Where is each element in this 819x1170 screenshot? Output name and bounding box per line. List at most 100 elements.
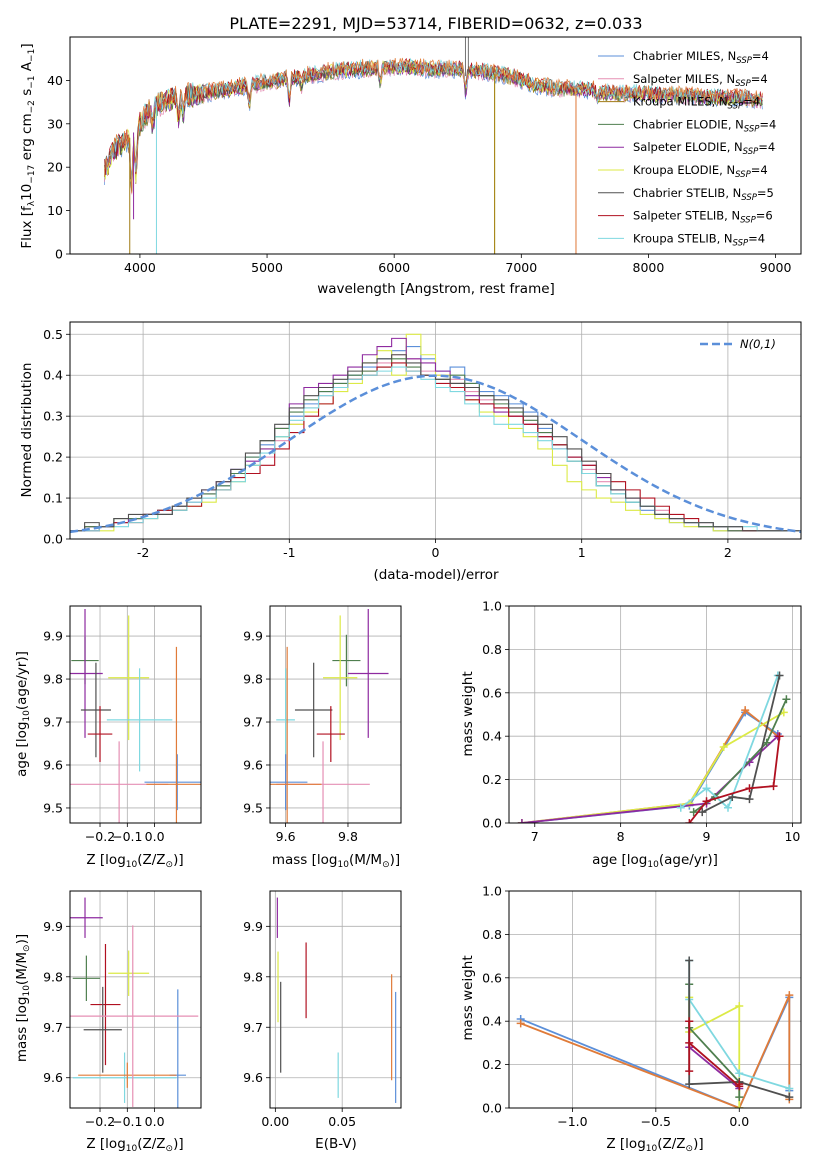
legend-label: Salpeter MILES, NSSP=4 — [633, 72, 768, 89]
y-axis-label-part: ] — [19, 43, 35, 48]
axes-frame — [508, 890, 802, 1109]
plus-marker — [735, 1080, 744, 1089]
mass-weight-line-chabrier-elodie — [693, 698, 788, 813]
plus-marker — [769, 782, 778, 791]
y-tick-label: 0.8 — [482, 642, 502, 657]
legend-label-part: =4 — [748, 231, 765, 245]
x-axis-label: age [log10(age/yr)] — [592, 852, 718, 870]
axes-border — [69, 36, 802, 255]
y-axis-label-part: −2 — [27, 100, 37, 113]
x-axis-label: wavelength [Angstrom, rest frame] — [317, 281, 555, 297]
plus-marker — [676, 803, 685, 812]
legend-label-part: =6 — [756, 209, 773, 223]
mass-weight-line-chabrier-miles — [521, 711, 779, 823]
gaussian-reference-curve — [70, 374, 801, 534]
y-axis-label-part: mass [log — [14, 997, 30, 1063]
x-tick-label: −0.1 — [112, 1114, 142, 1129]
errorbar-orange — [78, 1062, 177, 1088]
x-axis-label-part: 10 — [126, 860, 138, 870]
legend-label-part: Chabrier ELODIE, N — [633, 117, 744, 131]
axes-frame — [69, 890, 202, 1109]
x-axis-label: Z [log10(Z/Z⊙)] — [86, 852, 183, 870]
y-tick-label: 0.4 — [482, 1014, 502, 1029]
x-axis-label-part: 10 — [647, 860, 659, 870]
errorbar-kroupa-elodie — [108, 950, 150, 996]
mass-weight-line-chabrier-stelib — [701, 675, 781, 813]
x-tick-label: 0.05 — [328, 1114, 356, 1129]
legend-label-part: SSP — [736, 56, 752, 66]
spectrum-orange — [103, 57, 763, 194]
x-axis-label-part: (Z/Z — [137, 852, 165, 868]
x-axis-label-part: Z [log — [86, 852, 125, 868]
y-tick-label: 1.0 — [482, 884, 502, 899]
x-axis-label-part: 10 — [337, 860, 349, 870]
y-tick-label: 9.8 — [243, 672, 263, 687]
ticks: −1.0 −0.5 0.0 0.0 0.2 0.4 0.6 0.8 1.0 — [482, 884, 749, 1130]
plus-marker — [785, 1093, 794, 1102]
x-tick-label: 9.8 — [338, 829, 358, 844]
ticks: 9.6 9.8 9.5 9.6 9.7 9.8 9.9 — [243, 629, 358, 844]
y-tick-label: 0.6 — [482, 970, 502, 985]
axes-border — [69, 890, 202, 1109]
mass-weight-line-orange — [520, 994, 791, 1108]
y-tick-label: 9.6 — [243, 757, 263, 772]
errorbar-salpeter-elodie — [70, 609, 103, 738]
y-axis-label: age [log10(age/yr)] — [14, 651, 32, 777]
plus-marker — [782, 695, 791, 704]
y-tick-label: 40 — [47, 73, 63, 88]
legend-label: Salpeter ELODIE, NSSP=4 — [633, 140, 775, 157]
legend-label-part: SSP — [735, 170, 751, 180]
x-axis-label-part: (M/M — [349, 852, 382, 868]
x-axis-label-part: ⊙ — [166, 860, 174, 870]
errorbar-salpeter-stelib — [87, 706, 113, 762]
plus-marker — [735, 1002, 744, 1011]
y-axis-label-part: (age/yr)] — [14, 651, 30, 710]
y-axis-label-part: s — [19, 89, 35, 100]
x-axis-label-part: )] — [173, 1136, 184, 1152]
legend-label-part: =4 — [752, 49, 769, 63]
x-axis-label-part: (Z/Z — [657, 1136, 685, 1152]
legend-label-part: =4 — [751, 163, 768, 177]
x-tick-label: 0 — [432, 545, 440, 560]
age-vs-metallicity-panel: −0.2−0.1 0.09.59.69.79.89.9Z [log10(Z/Z⊙)… — [14, 605, 202, 870]
x-tick-label: 5000 — [251, 260, 283, 275]
y-tick-label: 0.0 — [43, 532, 63, 547]
ticks: 4000 5000 6000 7000 8000 9000 0 10 20 30 40 — [47, 73, 791, 275]
errorbar-salpeter-elodie — [347, 609, 389, 738]
legend-label-part: Salpeter MILES, N — [633, 72, 735, 86]
plus-marker — [724, 803, 732, 812]
y-tick-label: 9.9 — [43, 629, 63, 644]
ticks: -2 -1 0 1 2 0.0 0.1 0.2 0.3 0.4 0.5 — [43, 327, 732, 560]
errorbar-kroupa-stelib — [72, 1052, 177, 1103]
x-axis-label-part: )] — [390, 852, 401, 868]
legend-label-part: SSP — [735, 79, 751, 89]
legend-label-part: Kroupa MILES, N — [633, 95, 728, 109]
plus-marker — [685, 1017, 694, 1026]
legend-label: Kroupa ELODIE, NSSP=4 — [633, 163, 768, 180]
grid-lines — [270, 606, 401, 823]
y-axis-label-part: A — [19, 61, 35, 75]
x-axis-label-part: ⊙ — [686, 1144, 694, 1154]
y-tick-label: 9.8 — [243, 969, 263, 984]
legend-label-part: =4 — [751, 72, 768, 86]
errorbar-chabrier-miles — [144, 754, 201, 811]
y-tick-label: 0.2 — [482, 1057, 502, 1072]
mass-weight-line-kroupa-elodie — [521, 711, 785, 823]
plus-marker — [775, 732, 784, 741]
legend-label: Chabrier STELIB, NSSP=5 — [633, 186, 774, 203]
legend-label-part: SSP — [743, 147, 759, 157]
mass-vs-metallicity-panel: −0.2−0.1 0.09.69.79.89.9Z [log10(Z/Z⊙)]ma… — [14, 890, 202, 1154]
x-tick-label: 9 — [703, 829, 711, 844]
plus-marker — [702, 784, 711, 793]
y-tick-label: 0 — [55, 247, 63, 262]
errorbar-chabrier-stelib — [294, 662, 333, 758]
x-tick-label: 9.6 — [276, 829, 296, 844]
y-axis-label: mass weight — [460, 955, 476, 1040]
plot-area — [516, 956, 794, 1108]
plus-marker — [685, 1080, 694, 1089]
axes-border — [269, 605, 402, 824]
y-axis-label-part: age [log — [14, 722, 30, 777]
x-tick-label: 0.00 — [261, 1114, 289, 1129]
errorbar-kroupa-stelib — [106, 668, 173, 772]
